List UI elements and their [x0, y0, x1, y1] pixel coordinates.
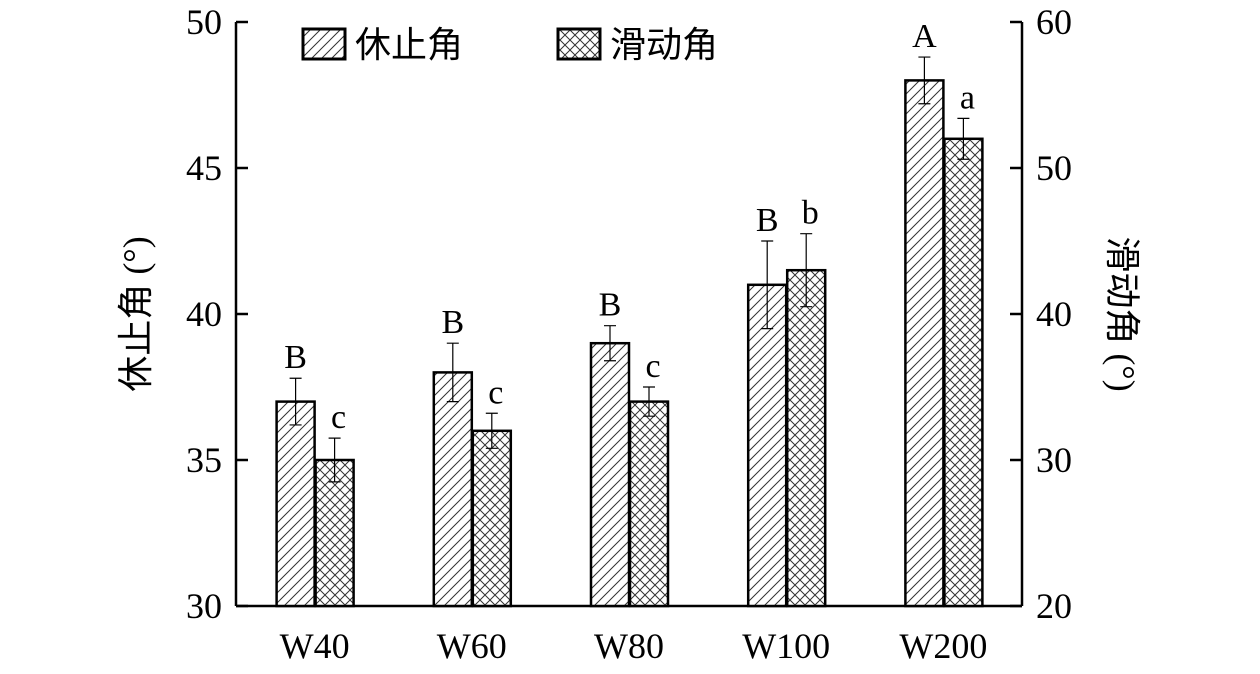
- bar-1-W100: [746, 283, 788, 608]
- y-tick-label: 50: [186, 2, 222, 42]
- y2-axis-label: 滑动角 (°): [1102, 236, 1142, 391]
- significance-letter: B: [599, 287, 622, 324]
- x-tick-label: W200: [899, 626, 987, 666]
- error-bar: [446, 342, 459, 403]
- error-bar: [918, 56, 931, 105]
- bar-2-W40: [314, 458, 355, 608]
- bar-2-W60: [471, 429, 513, 608]
- significance-letter: b: [802, 195, 819, 232]
- bar-1-W40: [275, 400, 316, 608]
- significance-letter: c: [488, 374, 503, 411]
- significance-letter: c: [331, 399, 346, 436]
- error-bar: [957, 117, 970, 160]
- x-tick-label: W100: [742, 626, 830, 666]
- error-bar: [800, 233, 813, 308]
- x-tick-label: W60: [437, 626, 507, 666]
- significance-letter: B: [284, 339, 307, 376]
- bar-2-W80: [628, 400, 670, 608]
- y2-tick-label: 60: [1036, 2, 1072, 42]
- bar-1-W60: [432, 371, 474, 608]
- legend-swatch-series-2: [556, 27, 602, 61]
- y-axis-label: 休止角 (°): [116, 236, 156, 391]
- error-bar: [761, 240, 774, 330]
- legend-label-series-2: 滑动角: [610, 25, 718, 65]
- legend: 休止角 滑动角: [301, 25, 718, 65]
- bar-1-W200: [904, 79, 945, 608]
- y2-tick-label: 40: [1036, 294, 1072, 334]
- error-bar: [643, 386, 655, 417]
- significance-letter: A: [912, 18, 937, 55]
- y-tick-label: 30: [186, 586, 222, 626]
- legend-swatch-series-1: [301, 27, 347, 61]
- y-tick-label: 40: [186, 294, 222, 334]
- error-bar: [604, 325, 616, 362]
- x-tick-label: W80: [594, 626, 664, 666]
- error-bar: [328, 437, 341, 483]
- y-tick-label: 45: [186, 148, 222, 188]
- y2-tick-label: 20: [1036, 586, 1072, 626]
- bar-2-W200: [943, 137, 984, 608]
- significance-letter: B: [441, 304, 464, 341]
- y-tick-label: 35: [186, 440, 222, 480]
- y2-tick-label: 50: [1036, 148, 1072, 188]
- significance-letter: a: [960, 79, 975, 116]
- x-tick-label: W40: [280, 626, 350, 666]
- error-bar: [289, 377, 302, 426]
- bar-1-W80: [589, 341, 631, 608]
- significance-letter: c: [645, 348, 660, 385]
- bar-2-W100: [785, 268, 827, 608]
- error-bar: [485, 412, 498, 449]
- y2-tick-label: 30: [1036, 440, 1072, 480]
- legend-label-series-1: 休止角: [355, 25, 463, 65]
- significance-letter: B: [756, 202, 779, 239]
